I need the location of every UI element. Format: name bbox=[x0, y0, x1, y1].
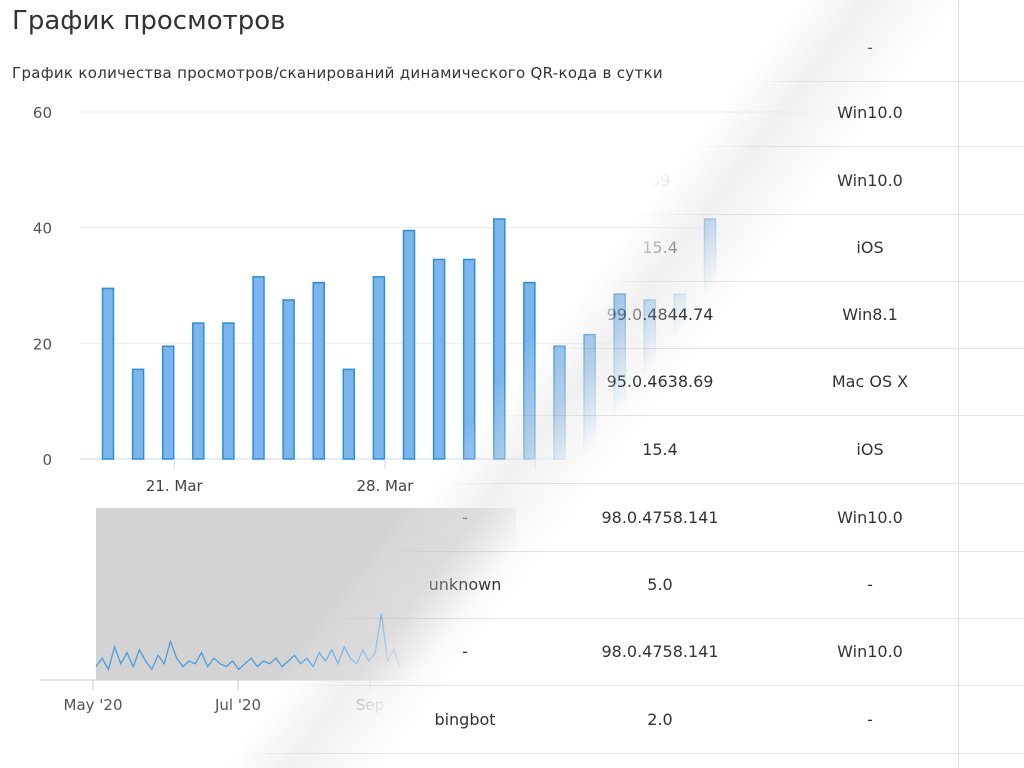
bar bbox=[583, 333, 596, 460]
bar bbox=[222, 322, 235, 460]
bar bbox=[101, 287, 115, 460]
bar bbox=[312, 281, 325, 460]
navigator-series bbox=[95, 613, 401, 672]
navigator-tick-label: Jul '20 bbox=[214, 696, 261, 714]
bar bbox=[252, 276, 265, 460]
y-tick-label: 0 bbox=[42, 451, 52, 469]
page-title: График просмотров bbox=[12, 6, 286, 36]
bar bbox=[673, 293, 687, 460]
bar bbox=[462, 258, 476, 460]
bar bbox=[161, 345, 175, 460]
bar bbox=[703, 218, 717, 460]
navigator-tick-label: Sep bbox=[356, 696, 384, 714]
x-tick-label: 28. Mar bbox=[356, 477, 414, 495]
navigator-tick-label: May '20 bbox=[64, 696, 123, 714]
y-tick-label: 60 bbox=[33, 104, 52, 122]
bar bbox=[282, 299, 295, 460]
navigator-selection bbox=[96, 508, 516, 680]
bar bbox=[131, 368, 145, 460]
bar bbox=[372, 276, 386, 460]
x-tick-label: 21. Mar bbox=[146, 477, 204, 495]
chart-subtitle: График количества просмотров/сканировани… bbox=[12, 64, 663, 82]
bar bbox=[553, 345, 566, 460]
bar bbox=[613, 293, 626, 460]
bar bbox=[643, 299, 657, 460]
bar bbox=[342, 368, 356, 460]
bar bbox=[432, 258, 446, 460]
bar bbox=[523, 281, 536, 460]
bar bbox=[192, 322, 205, 460]
bar bbox=[402, 229, 416, 460]
bar bbox=[493, 218, 506, 460]
y-tick-label: 20 bbox=[33, 335, 52, 353]
y-tick-label: 40 bbox=[33, 220, 52, 238]
